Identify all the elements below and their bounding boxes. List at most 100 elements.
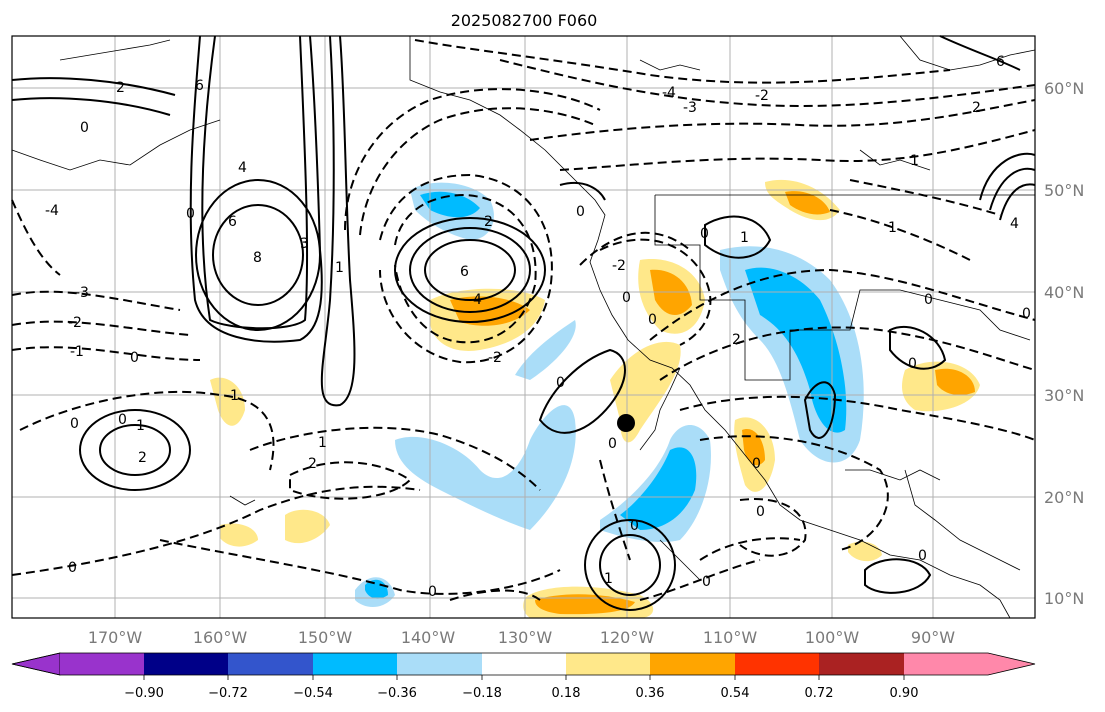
lat-label-60n: 60°N — [1044, 79, 1084, 98]
lon-label-110w: 110°W — [703, 628, 758, 647]
colorbar-seg-7 — [650, 653, 735, 675]
contour-label-0-f: 0 — [186, 206, 195, 222]
lon-label-160w: 160°W — [193, 628, 248, 647]
shade-orange-5 — [935, 368, 975, 396]
colorbar-seg-9 — [819, 653, 904, 675]
colorbar-label-5: 0.18 — [552, 686, 581, 701]
shade-yellow-10 — [210, 377, 245, 426]
contour-label-0-h: 0 — [556, 375, 565, 391]
negative-shading — [355, 182, 864, 607]
contour-solid-14 — [704, 215, 772, 259]
shade-yellow-9 — [220, 523, 258, 547]
shade-blue-2 — [420, 191, 480, 218]
contour-dashed-5 — [11, 485, 421, 576]
contour-label-6-c: 6 — [460, 264, 469, 280]
contour-label-1-c: 1 — [318, 435, 327, 451]
contour-label-0-j: 0 — [648, 312, 657, 328]
contour-label-0-s: 0 — [924, 292, 933, 308]
contour-solid-15 — [889, 325, 947, 370]
lon-label-120w: 120°W — [600, 628, 655, 647]
contour-label-0-n: 0 — [700, 226, 709, 242]
contour-dashed-4 — [11, 199, 61, 276]
contour-label-0-p: 0 — [756, 504, 765, 520]
contour-dashed-15 — [499, 59, 1036, 107]
colorbar-seg-1 — [144, 653, 228, 675]
shade-orange-6 — [535, 594, 635, 615]
contour-solid-12 — [584, 519, 676, 611]
colorbar-label-2: −0.54 — [293, 686, 333, 701]
contour-dashed-1 — [11, 290, 181, 311]
contour-label-6-a: 6 — [228, 214, 237, 230]
contour-solid-6 — [424, 239, 516, 301]
contour-dashed-28 — [849, 179, 1001, 216]
colorbar-seg-10b — [988, 653, 1035, 675]
colorbar-label-9: 0.90 — [890, 686, 919, 701]
contour-label-1-f: 1 — [910, 153, 919, 169]
contour-label-8: 8 — [253, 250, 262, 266]
lat-label-10n: 10°N — [1044, 589, 1084, 608]
map-title: 2025082700 F060 — [451, 11, 598, 30]
contour-solid-21 — [11, 97, 171, 116]
latitude-labels: 60°N 50°N 40°N 30°N 20°N 10°N — [1044, 79, 1084, 608]
contour-dashed-23 — [699, 435, 889, 551]
contour-label-0-d: 0 — [118, 412, 127, 428]
contour-label-0-t: 0 — [1022, 306, 1031, 322]
contour-solid-19 — [989, 167, 1036, 211]
colorbar-seg-10 — [904, 653, 988, 675]
colorbar-ticks — [143, 675, 905, 680]
contour-dashed-25 — [639, 559, 761, 601]
contour-label-2-d: 2 — [484, 214, 493, 230]
colorbar: −0.90 −0.72 −0.54 −0.36 −0.18 0.18 0.36 … — [11, 652, 1036, 701]
contour-solid-11 — [599, 534, 661, 596]
contour-label-1-b: 1 — [335, 260, 344, 276]
lon-label-170w: 170°W — [88, 628, 143, 647]
contour-label-neg1-b: -1 — [225, 388, 239, 404]
shade-orange-3 — [742, 429, 765, 466]
contour-solid-5 — [320, 35, 356, 407]
contour-label-0-c: 0 — [70, 416, 79, 432]
contour-dashed-21 — [659, 326, 1036, 381]
coastlines — [11, 35, 1036, 619]
contour-dashed-2 — [11, 320, 191, 336]
lon-label-140w: 140°W — [401, 628, 456, 647]
contour-label-1-g: 1 — [888, 220, 897, 236]
contour-label-3: 3 — [300, 236, 309, 252]
lon-label-90w: 90°W — [911, 628, 955, 647]
contour-solid-9 — [99, 424, 171, 476]
contour-dashed-6 — [159, 539, 561, 595]
contour-label-neg2-a: -2 — [68, 315, 82, 331]
lat-label-30n: 30°N — [1044, 386, 1084, 405]
contour-label-0-i: 0 — [622, 290, 631, 306]
contour-dashed-8 — [19, 390, 275, 471]
contour-label-0-l: 0 — [630, 518, 639, 534]
contour-solid-20 — [999, 183, 1036, 221]
gridlines — [12, 36, 1035, 618]
colorbar-seg-3 — [313, 653, 397, 675]
colorbar-seg-8 — [735, 653, 819, 675]
contour-solid-10 — [79, 409, 191, 491]
contour-label-0-g: 0 — [428, 584, 437, 600]
contour-label-6-d: 6 — [996, 54, 1005, 70]
contour-label-4-b: 4 — [1010, 216, 1019, 232]
colorbar-seg-2 — [228, 653, 313, 675]
colorbar-seg-4 — [397, 653, 482, 675]
longitude-labels: 170°W 160°W 150°W 140°W 130°W 120°W 110°… — [88, 628, 955, 647]
contour-dashed-13 — [359, 107, 596, 236]
contour-label-neg4: -4 — [45, 203, 59, 219]
contour-solid-7 — [409, 227, 531, 313]
contour-label-6-b: 6 — [195, 78, 204, 94]
contour-dashed-20 — [649, 268, 1036, 341]
colorbar-outline — [11, 652, 1036, 676]
contour-label-1-a: 1 — [136, 418, 145, 434]
contour-label-0-r: 0 — [918, 548, 927, 564]
contour-solid-18 — [979, 152, 1036, 201]
shade-blue-5 — [395, 405, 576, 530]
contour-solid-22 — [11, 77, 176, 96]
contour-label-neg3: -3 — [75, 285, 89, 301]
contour-dashed-17 — [559, 129, 1036, 171]
shade-orange-4 — [785, 191, 830, 215]
shade-blue-7 — [620, 447, 697, 530]
contour-solid-4 — [201, 35, 309, 330]
contour-solid-1 — [212, 204, 304, 306]
